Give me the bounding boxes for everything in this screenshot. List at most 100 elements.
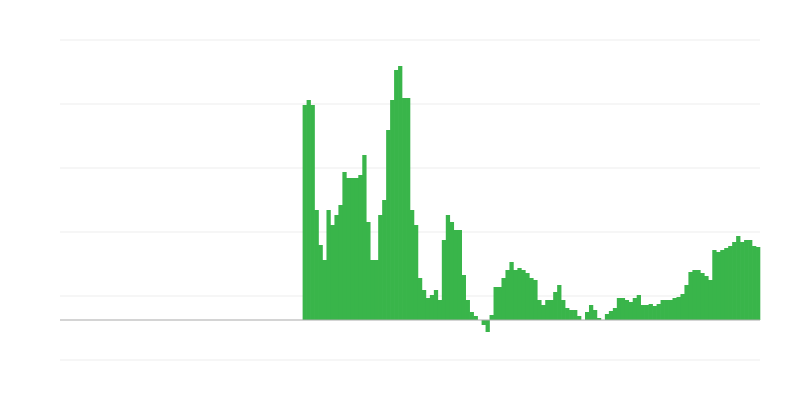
bar — [437, 300, 443, 320]
bar — [716, 252, 721, 320]
bar — [553, 292, 558, 320]
bar — [505, 270, 510, 320]
bar — [509, 262, 514, 320]
bar — [585, 312, 590, 320]
bar — [429, 295, 435, 320]
bar — [592, 310, 598, 320]
bar — [652, 306, 657, 320]
bar — [533, 280, 538, 320]
bar — [708, 280, 713, 320]
bar — [481, 320, 486, 325]
bar — [410, 210, 415, 320]
bar — [680, 294, 685, 320]
bar — [354, 178, 359, 320]
bar — [565, 308, 570, 320]
bar — [704, 276, 709, 320]
bar — [517, 268, 522, 320]
bar — [588, 305, 594, 320]
bar — [513, 270, 518, 320]
bar — [402, 98, 407, 320]
bar — [537, 300, 542, 320]
bar — [608, 311, 614, 320]
bar — [529, 278, 534, 320]
bar — [501, 278, 506, 320]
bar — [346, 178, 351, 320]
bar — [314, 210, 319, 320]
bar — [732, 242, 737, 320]
bar — [465, 300, 470, 320]
bar — [386, 130, 391, 320]
bar — [640, 305, 645, 320]
bar — [485, 320, 490, 332]
bar — [557, 285, 562, 320]
bar — [740, 242, 745, 320]
bar — [636, 295, 641, 320]
bar — [342, 172, 347, 320]
bar — [370, 260, 375, 320]
bar — [672, 298, 677, 320]
bar — [306, 100, 311, 320]
bar — [417, 278, 423, 320]
bar — [449, 222, 455, 320]
bar — [338, 205, 343, 320]
bar — [620, 298, 626, 320]
bar — [577, 316, 582, 320]
bar — [521, 270, 526, 320]
bar — [374, 260, 379, 320]
bar — [334, 215, 339, 320]
bar — [660, 300, 665, 320]
bar — [752, 246, 757, 320]
bar — [326, 210, 331, 320]
bar — [453, 230, 459, 320]
bar — [549, 300, 554, 320]
bar — [318, 245, 323, 320]
bar — [569, 310, 574, 320]
bar — [692, 270, 697, 320]
bar — [612, 308, 618, 320]
bar — [712, 250, 717, 320]
bar — [624, 300, 630, 320]
bar — [413, 225, 419, 320]
bar — [545, 300, 550, 320]
bar — [676, 297, 681, 320]
bar — [433, 290, 439, 320]
bar — [322, 260, 327, 320]
bar — [573, 310, 578, 320]
bar — [350, 178, 355, 320]
bar — [310, 105, 315, 320]
bar — [469, 312, 474, 320]
bar — [390, 100, 395, 320]
bar — [628, 302, 634, 320]
bar — [596, 318, 602, 320]
bar — [744, 240, 749, 320]
bar — [302, 105, 307, 320]
bar — [398, 66, 403, 320]
bar — [378, 215, 383, 320]
bar — [604, 314, 610, 320]
bar — [728, 246, 733, 320]
bar — [489, 315, 494, 320]
bar — [736, 236, 741, 320]
bar — [473, 316, 478, 320]
bar — [696, 270, 701, 320]
bar — [362, 155, 367, 320]
bar — [724, 248, 729, 320]
bar — [748, 240, 753, 320]
bar — [457, 230, 463, 320]
bar — [632, 298, 638, 320]
bar — [525, 273, 530, 320]
bar — [445, 215, 451, 320]
bar — [720, 250, 725, 320]
bar — [497, 287, 502, 320]
bar — [394, 70, 399, 320]
bar — [382, 200, 387, 320]
bar — [425, 298, 431, 320]
bar — [421, 290, 427, 320]
bar — [493, 287, 498, 320]
bar — [644, 305, 649, 320]
bar — [461, 275, 466, 320]
bar — [656, 304, 661, 320]
bar — [756, 247, 761, 320]
bar — [406, 98, 411, 320]
